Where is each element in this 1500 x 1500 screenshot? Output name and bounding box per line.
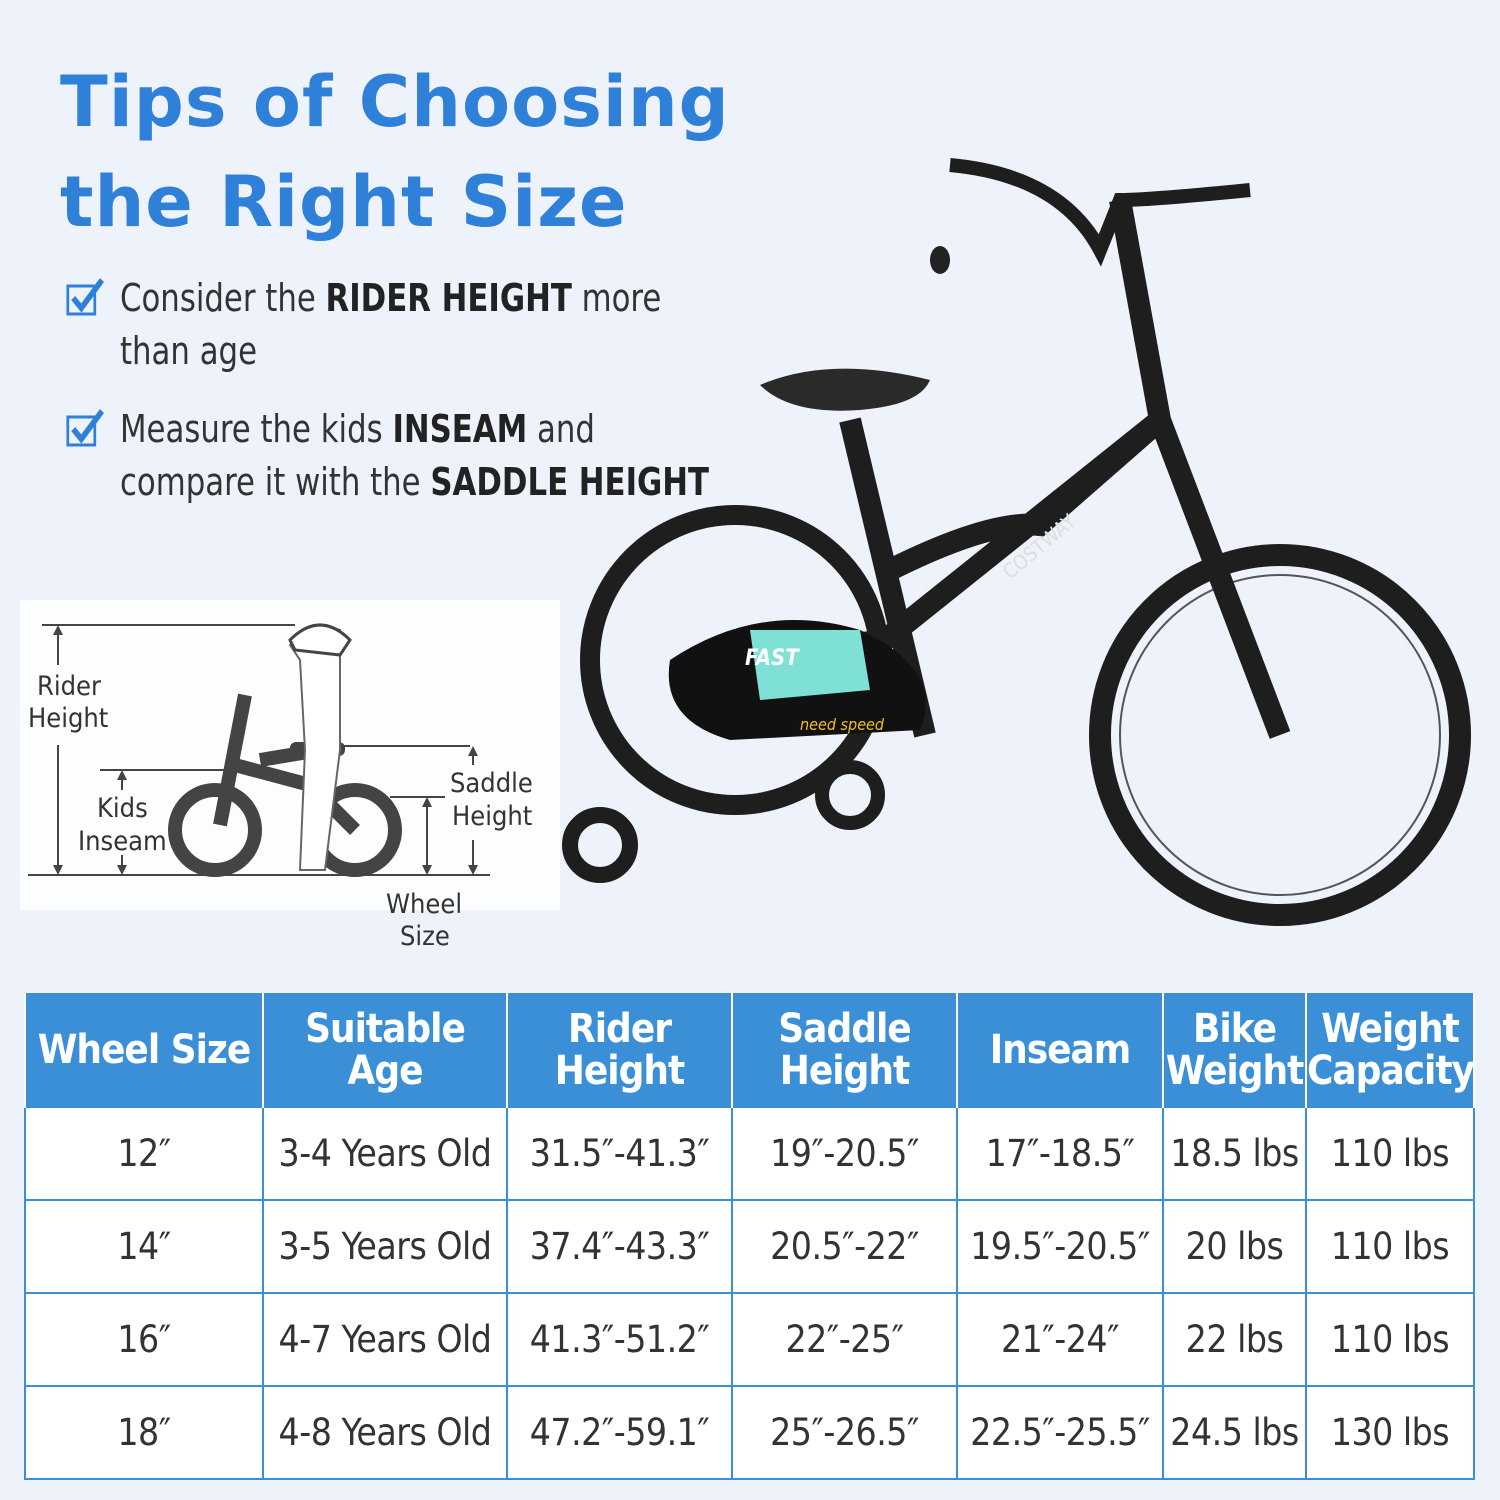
table-cell: 41.3″-51.2″	[506, 1292, 733, 1387]
size-chart-table: Wheel Size Suitable Age Rider Height Saddle…	[24, 993, 1475, 1480]
label-rider-height: Rider Height	[28, 671, 108, 734]
table-cell: 3-5 Years Old	[262, 1199, 508, 1294]
decal-need-speed: need speed	[800, 715, 885, 734]
table-cell: 37.4″-43.3″	[506, 1199, 733, 1294]
table-cell: 18″	[24, 1385, 264, 1480]
table-cell: 4-8 Years Old	[262, 1385, 508, 1480]
table-cell: 17″-18.5″	[956, 1106, 1164, 1201]
tip-rider-height: Consider the RIDER HEIGHT more than age	[66, 272, 661, 378]
table-cell: 20 lbs	[1162, 1199, 1307, 1294]
page-title: Tips of Choosing the Right Size	[60, 61, 730, 243]
column-header: Bike Weight	[1162, 993, 1307, 1107]
table-row: 18″ 4-8 Years Old 47.2″-59.1″ 25″-26.5″ 22.5…	[24, 1385, 1475, 1480]
tip-inseam: Measure the kids INSEAM and compare it w…	[66, 403, 709, 509]
table-cell: 110 lbs	[1305, 1292, 1475, 1387]
table-cell: 110 lbs	[1305, 1106, 1475, 1201]
table-cell: 19.5″-20.5″	[956, 1199, 1164, 1294]
label-kids-inseam: Kids Inseam	[78, 793, 167, 857]
table-cell: 3-4 Years Old	[262, 1106, 508, 1201]
table-cell: 110 lbs	[1305, 1199, 1475, 1294]
table-body: 12″ 3-4 Years Old 31.5″-41.3″ 19″-20.5″ 17″-…	[24, 1106, 1475, 1480]
table-cell: 21″-24″	[956, 1292, 1164, 1387]
column-header: Suitable Age	[262, 993, 508, 1107]
table-cell: 130 lbs	[1305, 1385, 1475, 1480]
table-cell: 25″-26.5″	[731, 1385, 958, 1480]
table-cell: 24.5 lbs	[1162, 1385, 1307, 1480]
child-on-bike-illustration	[168, 623, 402, 877]
checkbox-checked-icon	[66, 278, 104, 316]
table-cell: 22″-25″	[731, 1292, 958, 1387]
size-diagram: Rider Height Kids Inseam Saddle Height Whee…	[20, 600, 560, 952]
table-cell: 16″	[24, 1292, 264, 1387]
table-cell: 4-7 Years Old	[262, 1292, 508, 1387]
table-cell: 12″	[24, 1106, 264, 1201]
table-cell: 20.5″-22″	[731, 1199, 958, 1294]
table-cell: 19″-20.5″	[731, 1106, 958, 1201]
decal-fast: FAST	[745, 646, 800, 671]
table-cell: 18.5 lbs	[1162, 1106, 1307, 1201]
column-header: Inseam	[956, 993, 1164, 1107]
label-wheel-size: Wheel Size	[386, 889, 462, 952]
table-row: 16″ 4-7 Years Old 41.3″-51.2″ 22″-25″ 21″-24…	[24, 1292, 1475, 1387]
table-row: 12″ 3-4 Years Old 31.5″-41.3″ 19″-20.5″ 17″-…	[24, 1106, 1475, 1201]
checkbox-checked-icon	[66, 409, 104, 447]
table-cell: 22 lbs	[1162, 1292, 1307, 1387]
bike-photo: FAST need speed COSTWAY	[562, 158, 1471, 926]
table-row: 14″ 3-5 Years Old 37.4″-43.3″ 20.5″-22″ 19.5…	[24, 1199, 1475, 1294]
column-header: Weight Capacity	[1305, 993, 1475, 1107]
column-header: Saddle Height	[731, 993, 958, 1107]
table-cell: 22.5″-25.5″	[956, 1385, 1164, 1480]
label-saddle-height: Saddle Height	[450, 768, 533, 832]
table-cell: 47.2″-59.1″	[506, 1385, 733, 1480]
column-header: Rider Height	[506, 993, 733, 1107]
column-header: Wheel Size	[24, 993, 264, 1107]
table-header-row: Wheel Size Suitable Age Rider Height Saddle…	[24, 993, 1475, 1107]
table-cell: 31.5″-41.3″	[506, 1106, 733, 1201]
table-cell: 14″	[24, 1199, 264, 1294]
